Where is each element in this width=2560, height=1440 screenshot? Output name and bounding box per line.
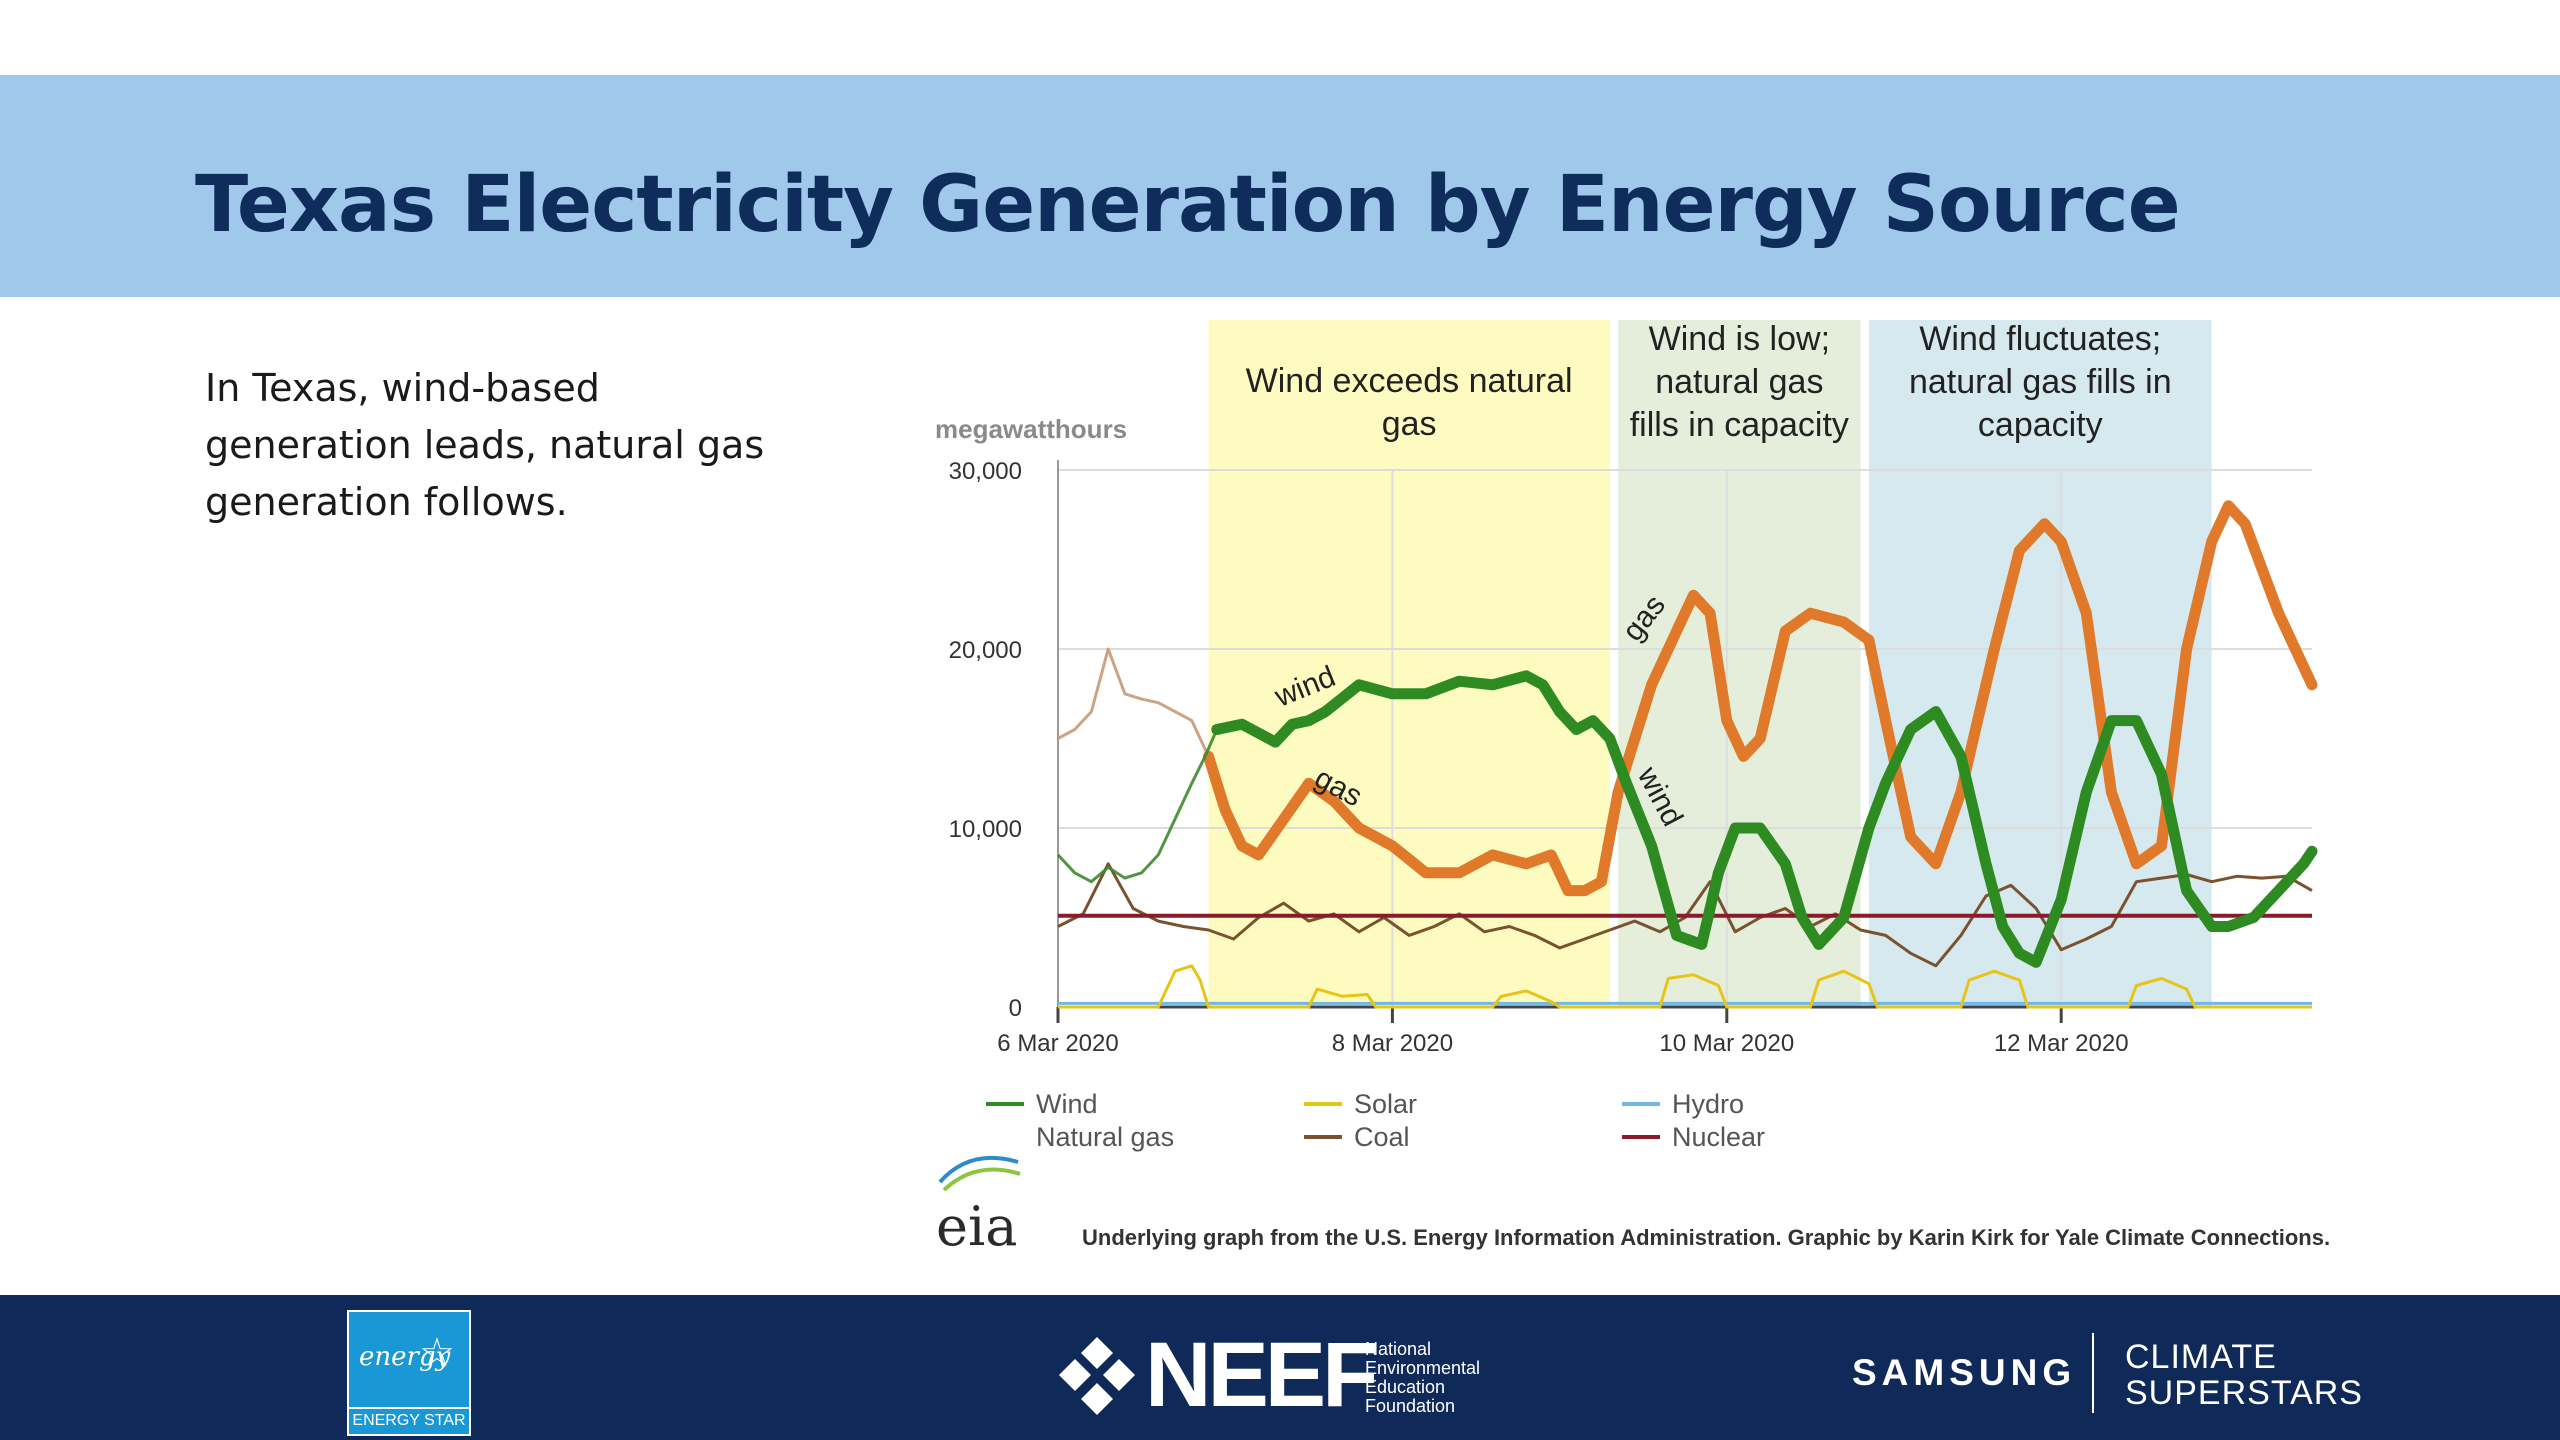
- region-label: natural gas: [1655, 363, 1823, 401]
- series-line-solar: [1058, 964, 2312, 1009]
- legend-label: Nuclear: [1672, 1122, 1765, 1152]
- eia-swoosh-icon: [942, 1167, 1021, 1192]
- climate-superstars-line: CLIMATE: [2125, 1338, 2277, 1376]
- y-tick-label: 30,000: [949, 458, 1022, 485]
- neef-subtitle-line: National: [1365, 1339, 1432, 1359]
- body-line: In Texas, wind-based: [205, 366, 600, 410]
- region-label: Wind exceeds natural: [1246, 362, 1573, 400]
- top-margin: [0, 0, 2560, 75]
- neef-subtitle-line: Foundation: [1365, 1396, 1456, 1416]
- y-tick-label: 20,000: [949, 637, 1022, 664]
- climate-superstars-logo: CLIMATE SUPERSTARS: [2125, 1339, 2363, 1411]
- eia-logo: eia: [936, 1195, 1017, 1258]
- generation-chart: Wind exceeds natural gas Wind is low; natur…: [935, 320, 2330, 1258]
- x-tick-label: 10 Mar 2020: [1659, 1030, 1794, 1057]
- neef-subtitle-line: Environmental: [1365, 1358, 1481, 1378]
- region-label: natural gas fills in: [1909, 363, 2172, 401]
- energy-star-label: ENERGY STAR: [349, 1407, 469, 1430]
- body-line: generation follows.: [205, 480, 568, 524]
- legend-label: Solar: [1354, 1089, 1417, 1119]
- climate-superstars-line: SUPERSTARS: [2125, 1374, 2363, 1412]
- series-line-natural_gas: [1203, 500, 2318, 897]
- region-label: Wind is low;: [1649, 320, 1830, 358]
- neef-subtitle-line: Education: [1365, 1377, 1446, 1397]
- neef-diamond-icon: [1059, 1337, 1135, 1415]
- region-band: [1208, 320, 1610, 1007]
- samsung-logo: SAMSUNG: [1852, 1352, 2077, 1393]
- series-line-wind: [1211, 670, 2318, 968]
- neef-logo: NEEF: [1145, 1324, 1378, 1426]
- title-banner: [0, 75, 2560, 297]
- region-label: gas: [1382, 405, 1437, 443]
- y-axis-label: megawatthours: [935, 414, 1127, 444]
- x-tick-label: 8 Mar 2020: [1332, 1030, 1453, 1057]
- legend-label: Coal: [1354, 1122, 1410, 1152]
- neef-subtitle: National Environmental Education Foundat…: [1365, 1340, 1480, 1416]
- x-tick-label: 12 Mar 2020: [1994, 1030, 2129, 1057]
- legend-label: Wind: [1036, 1089, 1098, 1119]
- eia-swoosh-icon: [938, 1155, 1019, 1184]
- body-line: generation leads, natural gas: [205, 423, 765, 467]
- region-label: Wind fluctuates;: [1919, 320, 2161, 358]
- body-text: In Texas, wind-based generation leads, n…: [205, 360, 845, 531]
- chart-credit: Underlying graph from the U.S. Energy In…: [1082, 1225, 2330, 1250]
- energy-star-script: energy: [359, 1342, 451, 1372]
- legend-label: Natural gas: [1036, 1122, 1174, 1152]
- energy-star-logo: energy ☆ ENERGY STAR: [347, 1310, 471, 1436]
- logo-divider: [2092, 1333, 2094, 1413]
- legend-label: Hydro: [1672, 1089, 1744, 1119]
- region-label: capacity: [1978, 406, 2103, 444]
- region-band: [1868, 320, 2212, 1007]
- star-icon: ☆: [419, 1331, 455, 1375]
- y-tick-label: 0: [1009, 995, 1022, 1022]
- region-label: fills in capacity: [1630, 406, 1849, 444]
- x-tick-label: 6 Mar 2020: [997, 1030, 1118, 1057]
- slide-title: Texas Electricity Generation by Energy S…: [195, 160, 2181, 250]
- series-line-natural_gas-thin: [1057, 647, 1210, 758]
- y-tick-label: 10,000: [949, 816, 1022, 843]
- series-line-wind-thin: [1056, 728, 1219, 884]
